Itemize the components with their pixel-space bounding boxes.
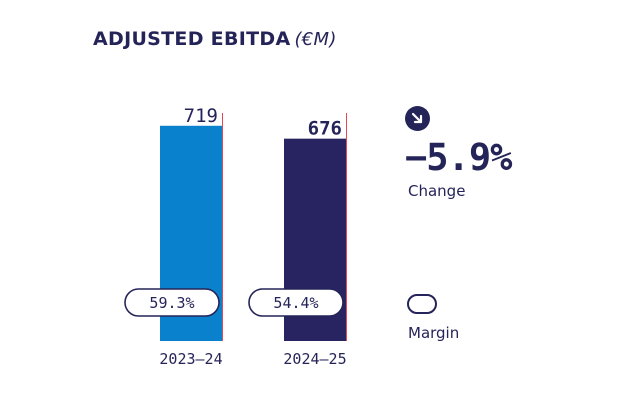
bar-value-label: 676: [308, 118, 342, 140]
pill-outline-icon: [407, 294, 437, 314]
margin-pill: [248, 288, 344, 317]
margin-pill-label: 54.4%: [273, 294, 318, 312]
chart-title-unit: (€M): [294, 29, 337, 50]
x-tick-label: 2024–25: [283, 350, 346, 368]
change-value: −5.9%: [405, 136, 512, 179]
arrow-down-right-icon: [405, 106, 430, 131]
chart-title-text: ADJUSTED EBITDA: [93, 28, 291, 50]
margin-legend-label: Margin: [408, 324, 460, 342]
margin-pill-label: 59.3%: [149, 294, 194, 312]
x-tick-label: 2023–24: [159, 350, 222, 368]
change-label: Change: [408, 182, 466, 200]
margin-pill: [124, 288, 220, 317]
chart-title: ADJUSTED EBITDA (€M): [93, 28, 337, 50]
bar-value-label: 719: [184, 105, 218, 127]
